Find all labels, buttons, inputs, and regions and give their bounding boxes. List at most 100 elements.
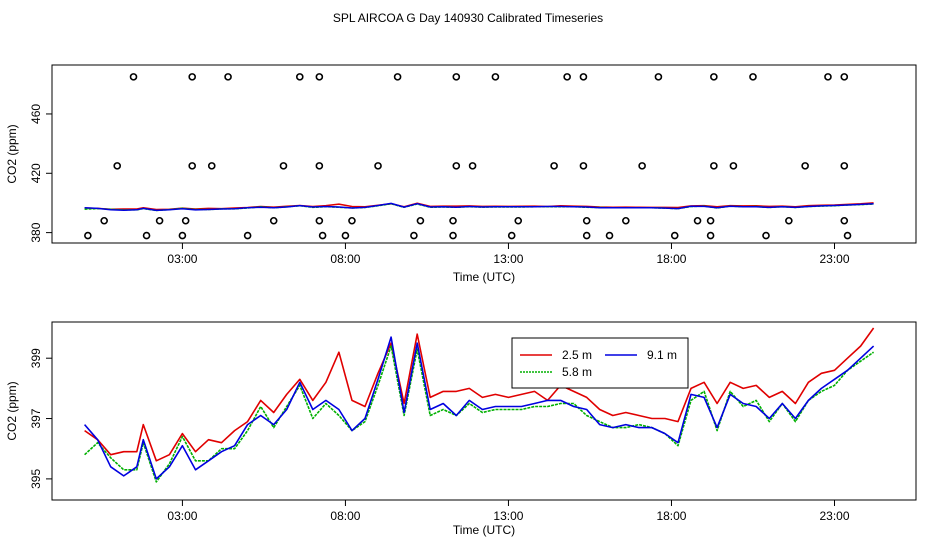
top-y-axis: 380 420 460 (29, 104, 52, 243)
calibration-point (762, 231, 770, 240)
calibration-point (670, 231, 679, 240)
calibration-point (801, 162, 809, 170)
bottom-y-tick-label: 395 (29, 469, 43, 489)
calibration-point (710, 73, 718, 81)
calibration-point (550, 162, 558, 170)
top-x-tick-label: 18:00 (656, 252, 686, 266)
bottom-series-9-1-m (83, 336, 875, 480)
bottom-y-tick-label: 399 (29, 348, 43, 368)
calibration-point (315, 216, 324, 225)
legend-label-9-1m: 9.1 m (647, 348, 677, 362)
calibration-point (582, 216, 591, 225)
calibration-point (410, 231, 418, 240)
calibration-point (374, 162, 382, 170)
calibration-point (393, 73, 402, 81)
bottom-x-tick-label: 13:00 (493, 509, 523, 523)
calibration-point (468, 162, 477, 170)
calibration-point (452, 162, 461, 170)
calibration-point (693, 216, 702, 225)
calibration-point (188, 162, 196, 170)
top-calibration-points (84, 73, 852, 240)
calibration-point (84, 231, 92, 240)
bottom-x-tick-label: 18:00 (656, 509, 686, 523)
calibration-point (840, 162, 849, 170)
calibration-point (563, 73, 571, 81)
calibration-point (452, 73, 461, 81)
calibration-point (178, 231, 187, 240)
chart-title: SPL AIRCOA G Day 140930 Calibrated Times… (333, 11, 603, 25)
calibration-point (824, 73, 832, 81)
bottom-x-axis-label: Time (UTC) (453, 523, 515, 537)
bottom-series-2-5-m (84, 327, 875, 462)
calibration-point (318, 231, 327, 240)
bottom-x-tick-label: 23:00 (819, 509, 849, 523)
legend: 2.5 m 9.1 m 5.8 m (511, 337, 689, 389)
top-y-tick-label: 380 (29, 222, 43, 242)
legend-box (511, 337, 689, 389)
calibration-point (155, 216, 164, 225)
calibration-point (749, 73, 757, 81)
calibration-point (785, 216, 793, 225)
calibration-point (507, 231, 516, 240)
top-x-tick-label: 08:00 (330, 252, 360, 266)
calibration-point (582, 231, 591, 240)
bottom-y-axis: 395 397 399 (29, 348, 52, 489)
calibration-point (100, 216, 108, 225)
top-x-axis: 03:00 08:00 13:00 18:00 23:00 (167, 243, 850, 266)
calibration-point (605, 231, 614, 240)
top-plot-frame (51, 64, 917, 244)
calibration-point (243, 231, 252, 240)
calibration-point (341, 231, 350, 240)
calibration-point (129, 73, 138, 81)
calibration-point (843, 231, 852, 240)
calibration-point (654, 73, 663, 81)
calibration-point (729, 162, 738, 170)
top-x-axis-label: Time (UTC) (453, 270, 515, 284)
calibration-point (188, 73, 196, 81)
bottom-y-axis-label: CO2 (ppm) (5, 381, 19, 440)
calibration-point (279, 162, 288, 170)
top-series-lines (84, 202, 874, 212)
calibration-point (706, 216, 715, 225)
bottom-plot-frame (51, 321, 917, 501)
calibration-point (840, 216, 849, 225)
legend-label-2-5m: 2.5 m (562, 348, 592, 362)
calibration-point (514, 216, 523, 225)
calibration-point (142, 231, 151, 240)
calibration-point (579, 162, 588, 170)
legend-label-5-8m: 5.8 m (562, 365, 592, 379)
calibration-point (224, 73, 232, 81)
calibration-point (416, 216, 425, 225)
calibration-point (315, 73, 324, 81)
calibration-point (449, 216, 457, 225)
top-series-9-1-m (84, 202, 874, 212)
bottom-y-tick-label: 397 (29, 408, 43, 428)
calibration-point (449, 231, 457, 240)
top-x-tick-label: 13:00 (493, 252, 523, 266)
bottom-series-5-8-m (84, 345, 875, 483)
top-x-tick-label: 03:00 (167, 252, 197, 266)
calibration-point (295, 73, 304, 81)
calibration-point (840, 73, 849, 81)
calibration-point (315, 162, 324, 170)
calibration-point (638, 162, 646, 170)
calibration-point (491, 73, 500, 81)
calibration-point (706, 231, 715, 240)
calibration-point (113, 162, 122, 170)
bottom-x-tick-label: 03:00 (167, 509, 197, 523)
calibration-point (181, 216, 190, 225)
top-x-tick-label: 23:00 (819, 252, 849, 266)
calibration-point (622, 216, 630, 225)
calibration-point (348, 216, 356, 225)
calibration-point (207, 162, 216, 170)
bottom-x-tick-label: 08:00 (330, 509, 360, 523)
bottom-panel: 03:00 08:00 13:00 18:00 23:00 395 397 399 Time… (5, 321, 917, 537)
top-panel: 03:00 08:00 13:00 18:00 23:00 380 420 460 Time… (5, 64, 917, 284)
bottom-series-lines (83, 327, 875, 483)
calibration-point (579, 73, 588, 81)
top-y-tick-label: 420 (29, 163, 43, 183)
calibration-point (710, 162, 718, 170)
calibration-point (269, 216, 278, 225)
top-y-tick-label: 460 (29, 104, 43, 124)
